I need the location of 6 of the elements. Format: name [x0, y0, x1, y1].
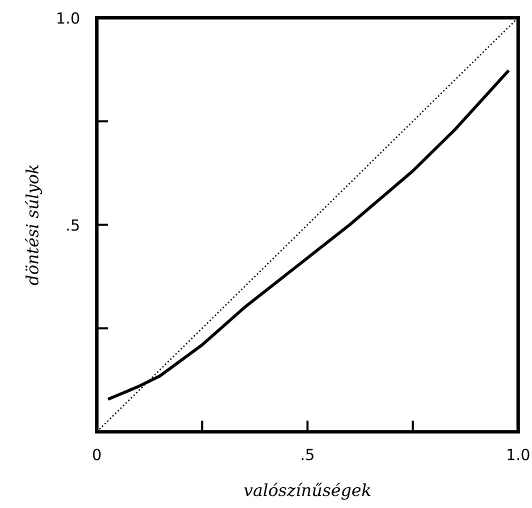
line-series [108, 70, 510, 400]
x-tick-label: 0 [92, 448, 101, 460]
x-tick-label: .5 [302, 448, 314, 460]
x-tick-label: 1.0 [508, 448, 530, 460]
y-axis-title: döntési súlyok [24, 165, 42, 286]
x-axis-title: valószínűségek [244, 482, 370, 500]
